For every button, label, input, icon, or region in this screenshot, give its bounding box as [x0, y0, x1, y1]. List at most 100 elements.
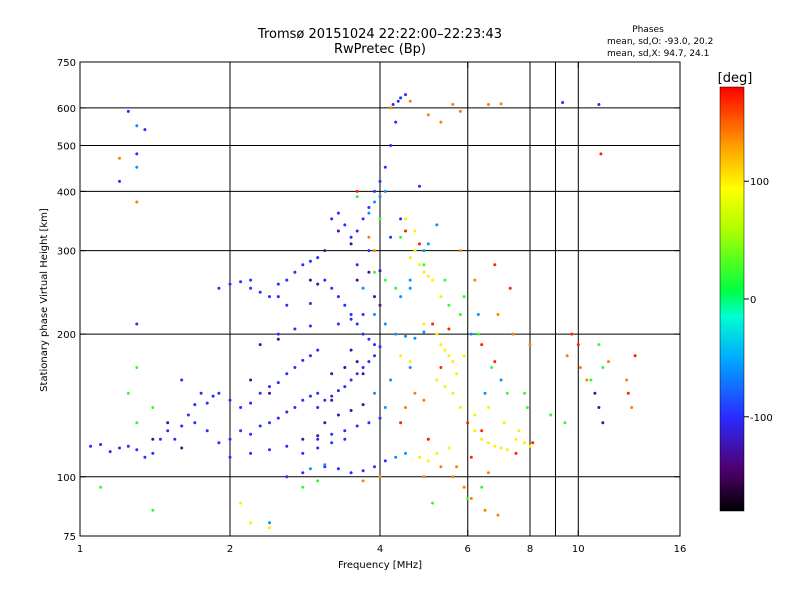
data-point: [355, 424, 359, 428]
data-point: [426, 274, 430, 278]
data-point: [249, 432, 253, 436]
data-point: [249, 401, 253, 405]
data-point: [349, 317, 353, 321]
data-point: [378, 303, 382, 307]
data-point: [285, 372, 289, 376]
data-point: [228, 282, 232, 286]
data-point: [499, 378, 503, 382]
data-point: [493, 360, 497, 364]
data-point: [316, 256, 320, 260]
y-tick-label: 200: [57, 330, 76, 341]
data-point: [180, 424, 184, 428]
data-point: [480, 429, 484, 433]
data-point: [355, 322, 359, 326]
data-point: [276, 332, 280, 336]
data-point: [531, 441, 535, 445]
data-point: [473, 413, 477, 417]
data-point: [367, 206, 371, 209]
data-point: [268, 448, 271, 452]
data-point: [373, 465, 376, 469]
x-tick-label: 4: [377, 544, 383, 555]
y-tick-label: 500: [57, 141, 76, 152]
data-point: [276, 282, 280, 286]
data-point: [89, 444, 93, 448]
data-point: [301, 437, 305, 441]
data-point: [205, 401, 209, 405]
data-point: [383, 459, 387, 463]
data-point: [426, 242, 430, 246]
data-point: [496, 313, 500, 316]
data-point: [308, 302, 312, 305]
data-point: [228, 455, 232, 459]
data-point: [483, 391, 487, 395]
data-point: [258, 290, 262, 294]
data-point: [135, 152, 139, 156]
data-point: [576, 343, 580, 347]
data-point: [439, 343, 443, 347]
data-point: [285, 444, 289, 448]
data-point: [301, 485, 305, 489]
data-point: [418, 263, 421, 267]
data-point: [336, 211, 340, 215]
data-point: [285, 410, 289, 414]
data-point: [193, 403, 197, 407]
data-point: [135, 124, 139, 128]
data-point: [565, 354, 569, 358]
data-point: [439, 366, 443, 369]
data-point: [349, 409, 353, 412]
data-point: [514, 451, 518, 455]
data-point: [439, 465, 443, 469]
data-point: [378, 179, 382, 183]
data-point: [126, 444, 130, 448]
data-point: [561, 101, 565, 104]
data-point: [517, 429, 521, 433]
data-point: [597, 406, 601, 409]
data-point: [418, 242, 421, 246]
data-point: [173, 437, 177, 441]
data-point: [343, 223, 347, 227]
data-point: [373, 270, 376, 274]
data-point: [249, 378, 253, 382]
data-point: [422, 475, 426, 479]
data-point: [349, 378, 353, 382]
data-point: [135, 165, 139, 169]
data-point: [330, 432, 334, 436]
data-point: [336, 295, 340, 299]
data-point: [404, 334, 407, 338]
data-point: [361, 479, 365, 483]
data-point: [426, 437, 430, 441]
data-point: [330, 441, 334, 445]
data-point: [469, 332, 473, 336]
data-point: [451, 475, 455, 479]
data-point: [447, 303, 451, 307]
info-title: Phases: [632, 25, 664, 35]
data-point: [285, 303, 289, 307]
data-point: [293, 406, 297, 409]
x-axis-label: Frequency [MHz]: [338, 560, 422, 571]
data-point: [151, 437, 155, 441]
data-point: [355, 263, 359, 267]
data-point: [239, 429, 243, 433]
data-point: [505, 448, 509, 452]
data-point: [599, 152, 603, 156]
data-point: [268, 421, 271, 425]
data-point: [249, 521, 253, 525]
data-point: [118, 446, 121, 450]
data-point: [301, 451, 305, 455]
data-point: [422, 398, 426, 402]
data-point: [285, 278, 289, 282]
data-point: [316, 446, 320, 450]
data-point: [394, 332, 398, 336]
data-point: [451, 360, 455, 364]
data-point: [308, 467, 312, 471]
data-point: [143, 128, 147, 132]
data-point: [151, 508, 155, 512]
data-point: [462, 354, 466, 358]
data-point: [597, 103, 601, 106]
data-point: [413, 391, 417, 395]
data-point: [413, 249, 417, 253]
data-point: [462, 295, 466, 299]
data-point: [476, 332, 480, 336]
data-point: [355, 360, 359, 364]
data-point: [404, 93, 407, 97]
